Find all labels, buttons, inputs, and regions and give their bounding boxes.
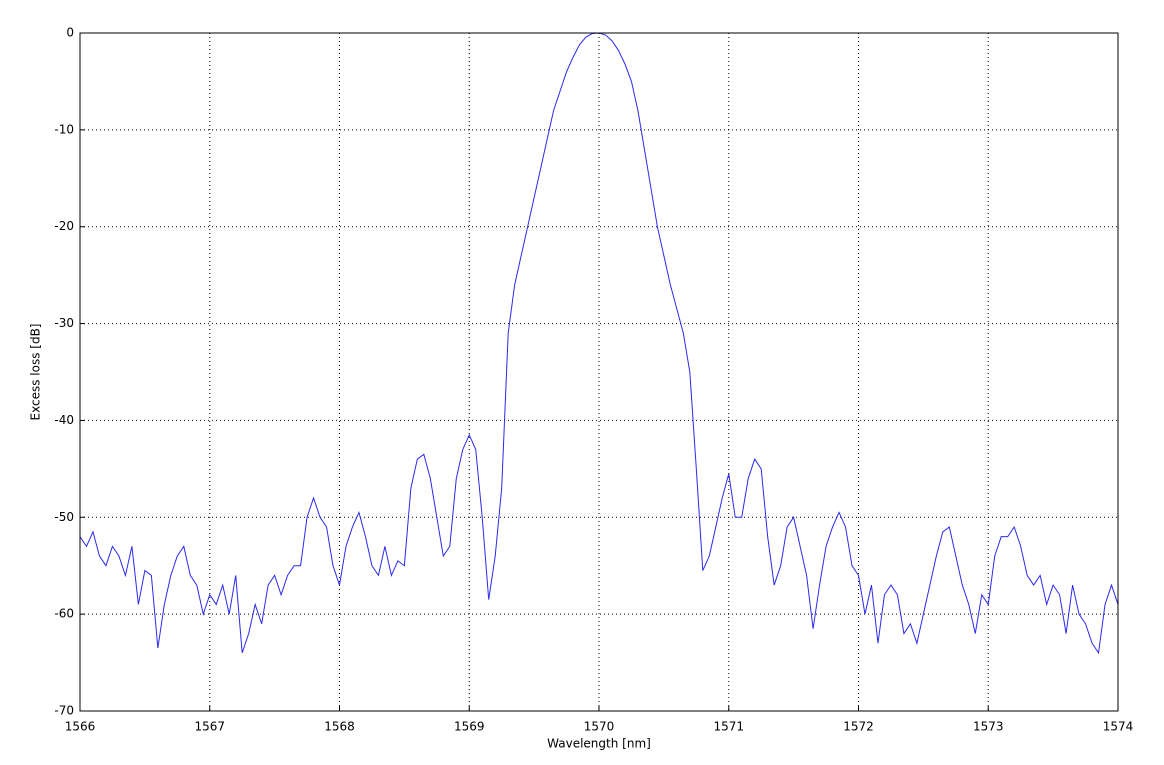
plot-frame bbox=[79, 32, 1119, 712]
y-tick-label: 0 bbox=[66, 26, 74, 40]
x-tick-label: 1574 bbox=[1103, 720, 1134, 734]
x-tick-label: 1573 bbox=[973, 720, 1004, 734]
y-axis-label: Excess loss [dB] bbox=[29, 324, 43, 421]
y-tick-label: -20 bbox=[54, 219, 74, 233]
x-tick-label: 1571 bbox=[713, 720, 744, 734]
y-tick-label: -60 bbox=[54, 607, 74, 621]
x-tick-label: 1568 bbox=[324, 720, 355, 734]
y-tick-label: -10 bbox=[54, 122, 74, 136]
x-tick-label: 1570 bbox=[584, 720, 615, 734]
y-tick-label: -40 bbox=[54, 413, 74, 427]
x-axis-label: Wavelength [nm] bbox=[547, 737, 651, 751]
y-tick-label: -70 bbox=[54, 704, 74, 718]
x-tick-label: 1566 bbox=[65, 720, 96, 734]
x-tick-label: 1569 bbox=[454, 720, 485, 734]
x-tick-label: 1572 bbox=[843, 720, 874, 734]
y-tick-label: -30 bbox=[54, 316, 74, 330]
x-tick-label: 1567 bbox=[194, 720, 225, 734]
y-tick-label: -50 bbox=[54, 510, 74, 524]
